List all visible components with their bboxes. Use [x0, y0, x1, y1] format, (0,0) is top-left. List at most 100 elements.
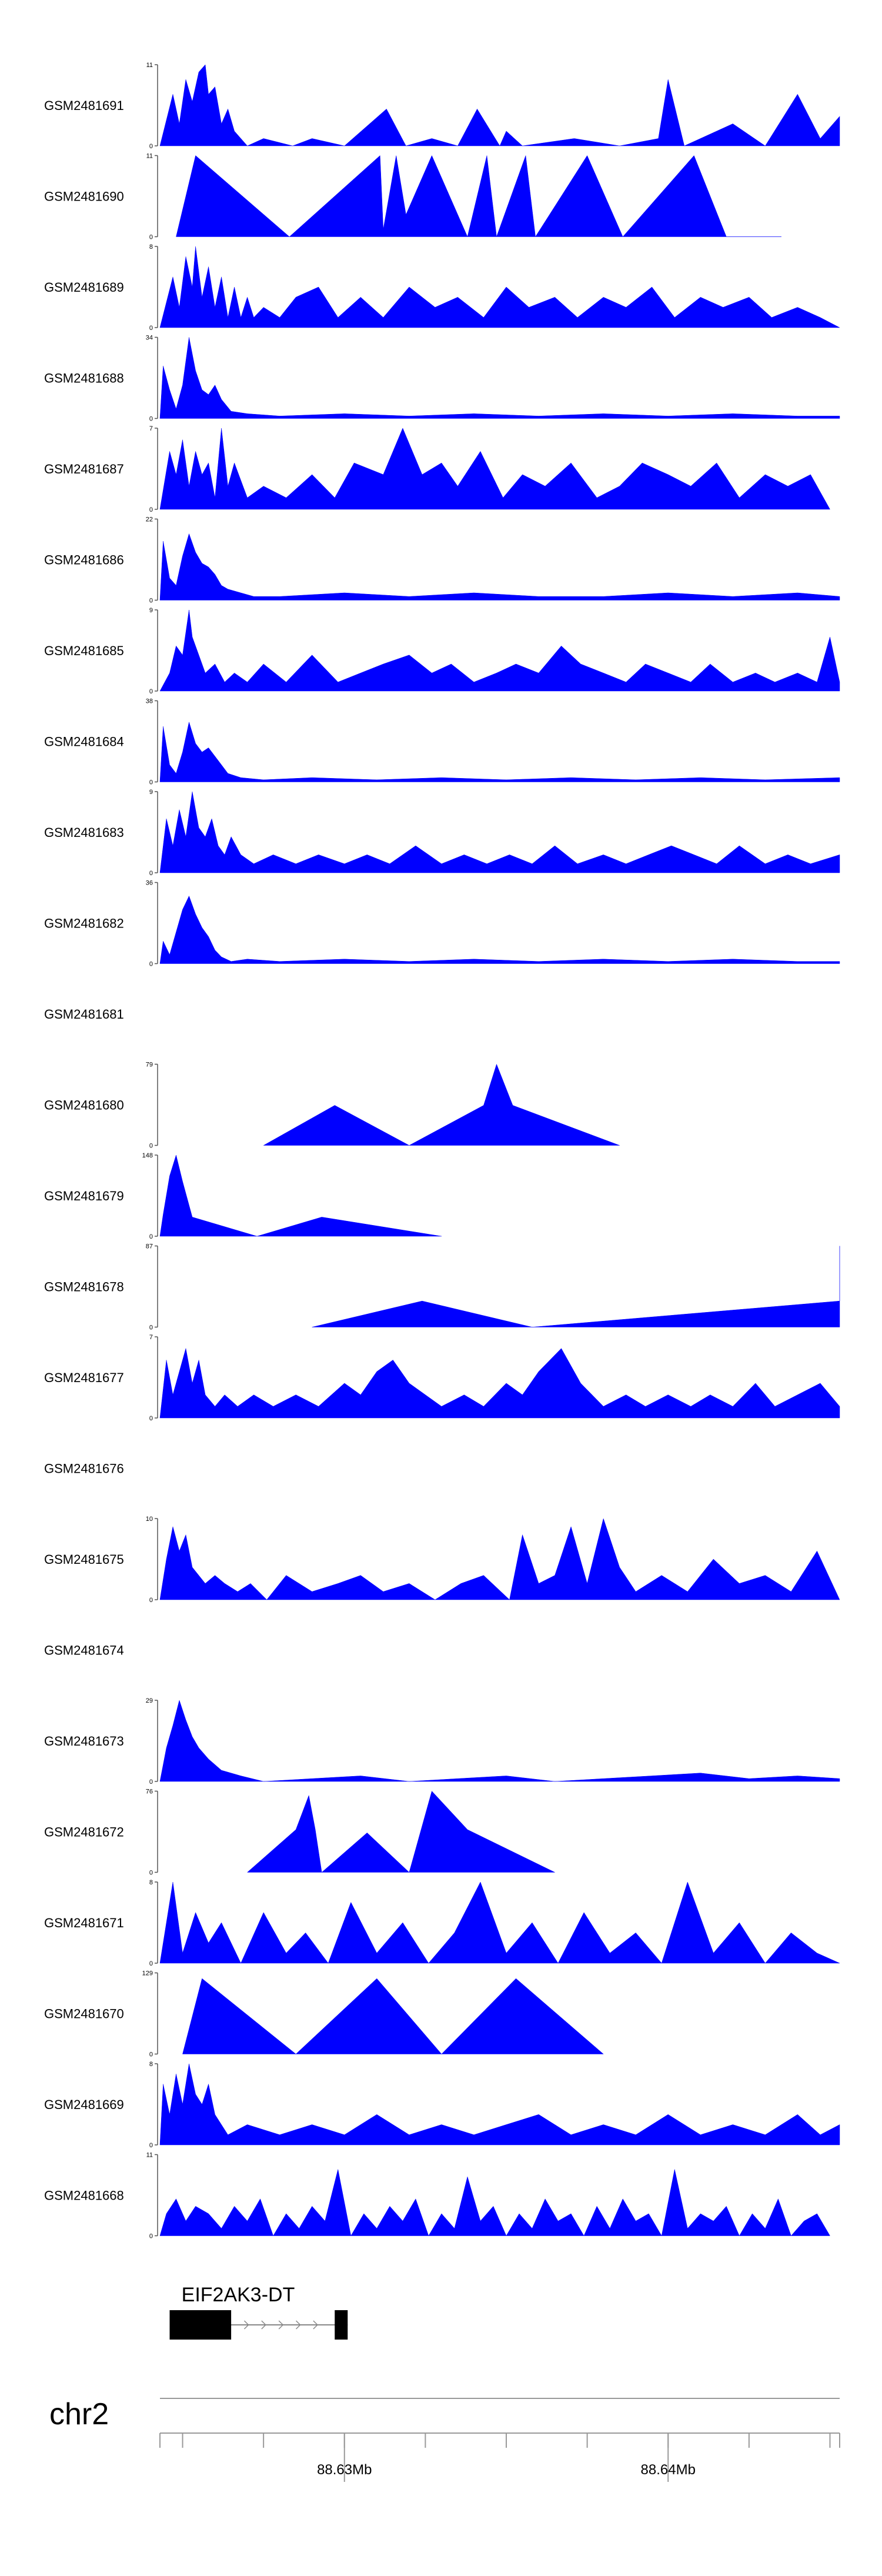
y-tick-label-max: 8: [149, 1879, 153, 1886]
y-tick-label-zero: 0: [149, 598, 153, 605]
y-tick-label-zero: 0: [149, 416, 153, 423]
strand-arrow: [313, 2320, 318, 2330]
y-tick-label-max: 8: [149, 243, 153, 251]
y-axis: 76 0: [146, 1788, 158, 1877]
track-GSM2481674: GSM2481674: [44, 1643, 124, 1658]
y-tick-label-zero: 0: [149, 961, 153, 968]
track-GSM2481672: GSM2481672 76 0: [44, 1788, 555, 1877]
gene-strand-arrows: [243, 2320, 318, 2330]
track-label: GSM2481691: [44, 98, 124, 113]
y-tick-label-zero: 0: [149, 325, 153, 332]
coverage-area: [159, 64, 840, 146]
track-label: GSM2481674: [44, 1643, 124, 1658]
track-GSM2481683: GSM2481683 9 0: [44, 789, 840, 877]
coverage-area: [159, 2169, 830, 2237]
y-tick-label-max: 148: [142, 1152, 153, 1159]
y-tick-label-max: 36: [146, 880, 153, 887]
y-axis: 22 0: [146, 516, 158, 605]
y-tick-label-zero: 0: [149, 143, 153, 150]
track-GSM2481670: GSM2481670 129 0: [44, 1970, 604, 2058]
y-tick-label-max: 7: [149, 1334, 153, 1341]
coverage-area: [159, 1881, 840, 1964]
track-label: GSM2481684: [44, 735, 124, 749]
y-axis: 70: [149, 425, 158, 513]
major-tick-label: 88.64Mb: [641, 2462, 696, 2478]
track-GSM2481680: GSM2481680 79 0: [44, 1062, 620, 1150]
y-axis: 38 0: [146, 698, 158, 786]
y-tick-label-max: 11: [146, 62, 153, 69]
track-label: GSM2481683: [44, 825, 124, 840]
y-axis: 80: [149, 2061, 158, 2149]
track-GSM2481668: GSM2481668 11 0: [44, 2152, 830, 2240]
coverage-area: [159, 721, 840, 782]
y-axis: 11 0: [146, 153, 158, 241]
track-GSM2481688: GSM2481688 34 0: [44, 335, 840, 423]
gene-label: EIF2AK3-DT: [182, 2284, 295, 2306]
y-tick-label-max: 22: [146, 516, 153, 523]
coverage-area: [159, 1700, 840, 1782]
y-axis: 29 0: [146, 1697, 158, 1786]
y-axis: 90: [149, 607, 158, 695]
y-tick-label-zero: 0: [149, 506, 153, 513]
y-tick-label-zero: 0: [149, 1415, 153, 1422]
strand-arrow: [296, 2320, 301, 2330]
track-label: GSM2481690: [44, 189, 124, 204]
y-axis: 36 0: [146, 880, 158, 968]
coverage-area: [159, 791, 840, 873]
track-label: GSM2481682: [44, 916, 124, 931]
track-label: GSM2481670: [44, 2007, 124, 2021]
track-label: GSM2481686: [44, 553, 124, 568]
track-label: GSM2481676: [44, 1461, 124, 1476]
major-tick-label: 88.63Mb: [317, 2462, 372, 2478]
coverage-area: [159, 2063, 840, 2145]
y-tick-label-zero: 0: [149, 1233, 153, 1240]
y-axis: 129 0: [142, 1970, 158, 2058]
y-tick-label-max: 76: [146, 1788, 153, 1796]
y-tick-label-max: 79: [146, 1062, 153, 1069]
coverage-area: [159, 1154, 442, 1237]
track-GSM2481685: GSM2481685 90: [44, 607, 840, 695]
y-axis: 11 0: [146, 2152, 158, 2240]
track-GSM2481691: GSM2481691 11 0: [44, 62, 840, 150]
y-tick-label-zero: 0: [149, 1597, 153, 1604]
track-label: GSM2481681: [44, 1007, 124, 1022]
track-GSM2481678: GSM2481678 87 0: [44, 1243, 840, 1332]
track-label: GSM2481687: [44, 462, 124, 476]
y-tick-label-max: 9: [149, 789, 153, 796]
y-tick-label-zero: 0: [149, 1870, 153, 1877]
y-tick-label-max: 87: [146, 1243, 153, 1250]
y-tick-label-max: 7: [149, 425, 153, 432]
y-tick-label-max: 29: [146, 1697, 153, 1704]
y-tick-label-zero: 0: [149, 870, 153, 877]
exon: [169, 2310, 232, 2340]
track-GSM2481679: GSM2481679 148 0: [44, 1152, 442, 1240]
data-tracks: GSM2481691110GSM2481690110GSM248168980GS…: [44, 62, 840, 2240]
coverage-area: [159, 609, 840, 692]
track-label: GSM2481685: [44, 643, 124, 658]
y-axis: 148 0: [142, 1152, 158, 1240]
track-label: GSM2481689: [44, 280, 124, 295]
coverage-area: [182, 1978, 604, 2054]
track-GSM2481677: GSM2481677 7 0: [44, 1334, 840, 1422]
y-axis: 80: [149, 1879, 158, 1967]
y-tick-label-max: 8: [149, 2061, 153, 2068]
track-GSM2481675: GSM2481675 10 0: [44, 1516, 840, 1604]
chromosome-label: chr2: [49, 2397, 109, 2431]
coverage-area: [159, 1348, 840, 1419]
y-tick-label-max: 11: [146, 153, 153, 160]
y-tick-label-zero: 0: [149, 1960, 153, 1967]
coverage-area: [263, 1063, 620, 1146]
y-tick-label-zero: 0: [149, 1143, 153, 1150]
track-label: GSM2481679: [44, 1189, 124, 1203]
strand-arrow: [243, 2320, 249, 2330]
track-GSM2481684: GSM2481684 38 0: [44, 698, 840, 786]
coverage-area: [159, 1518, 840, 1600]
track-label: GSM2481677: [44, 1370, 124, 1385]
strand-arrow: [278, 2320, 284, 2330]
coverage-area: [176, 155, 781, 238]
y-tick-label-zero: 0: [149, 2233, 153, 2240]
